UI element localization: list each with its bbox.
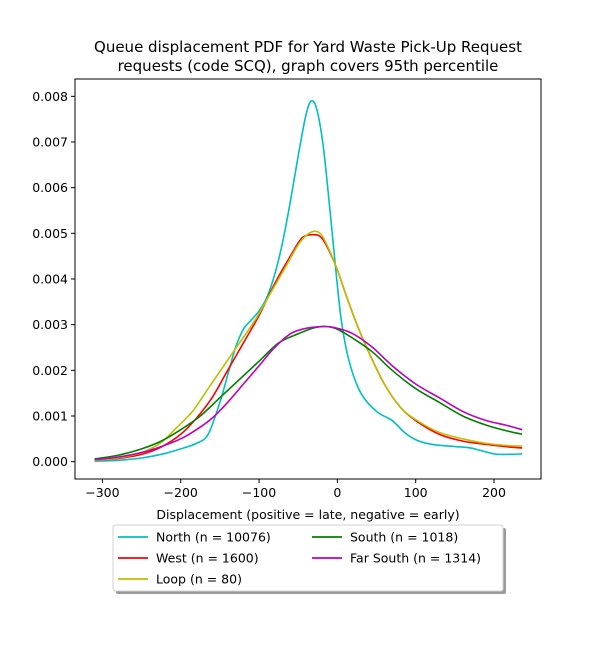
series-layer (94, 99, 523, 462)
x-tick-label-2: −100 (242, 485, 276, 500)
y-tick-label-5: 0.005 (32, 226, 68, 241)
legend-entry-1: West (n = 1600) (156, 551, 259, 566)
legend-entry-0: North (n = 10076) (156, 530, 271, 545)
x-tick-label-0: −300 (85, 485, 119, 500)
chart-title-line-1: Queue displacement PDF for Yard Waste Pi… (94, 38, 522, 56)
series-line-3 (94, 325, 523, 460)
chart-title-line-2: requests (code SCQ), graph covers 95th p… (118, 57, 499, 75)
y-tick-label-6: 0.006 (32, 180, 68, 195)
legend-box (112, 524, 504, 592)
ticks-layer: −300 −200 −100 0 100 200 0.000 0.001 0.002 0.003 0… (32, 89, 506, 500)
x-tick-label-3: 0 (333, 485, 341, 500)
plot-frame (74, 78, 542, 480)
y-tick-label-4: 0.004 (32, 272, 68, 287)
y-tick-label-8: 0.008 (32, 89, 68, 104)
x-axis-label: Displacement (positive = late, negative … (156, 507, 459, 522)
legend-entry-3: South (n = 1018) (350, 530, 458, 545)
legend-entry-2: Loop (n = 80) (156, 572, 242, 587)
series-line-0 (94, 99, 523, 462)
series-line-1 (94, 233, 523, 462)
y-tick-label-3: 0.003 (32, 317, 68, 332)
legend-entry-4: Far South (n = 1314) (350, 551, 481, 566)
y-tick-label-1: 0.001 (32, 408, 68, 423)
y-tick-label-2: 0.002 (32, 363, 68, 378)
x-tick-label-4: 100 (404, 485, 428, 500)
y-tick-label-7: 0.007 (32, 135, 68, 150)
series-line-4 (94, 325, 523, 461)
y-tick-label-0: 0.000 (32, 454, 68, 469)
series-line-2 (94, 230, 523, 462)
legend: North (n = 10076) West (n = 1600) Loop (n … (112, 524, 506, 594)
x-tick-label-1: −200 (164, 485, 198, 500)
x-tick-label-5: 200 (482, 485, 506, 500)
